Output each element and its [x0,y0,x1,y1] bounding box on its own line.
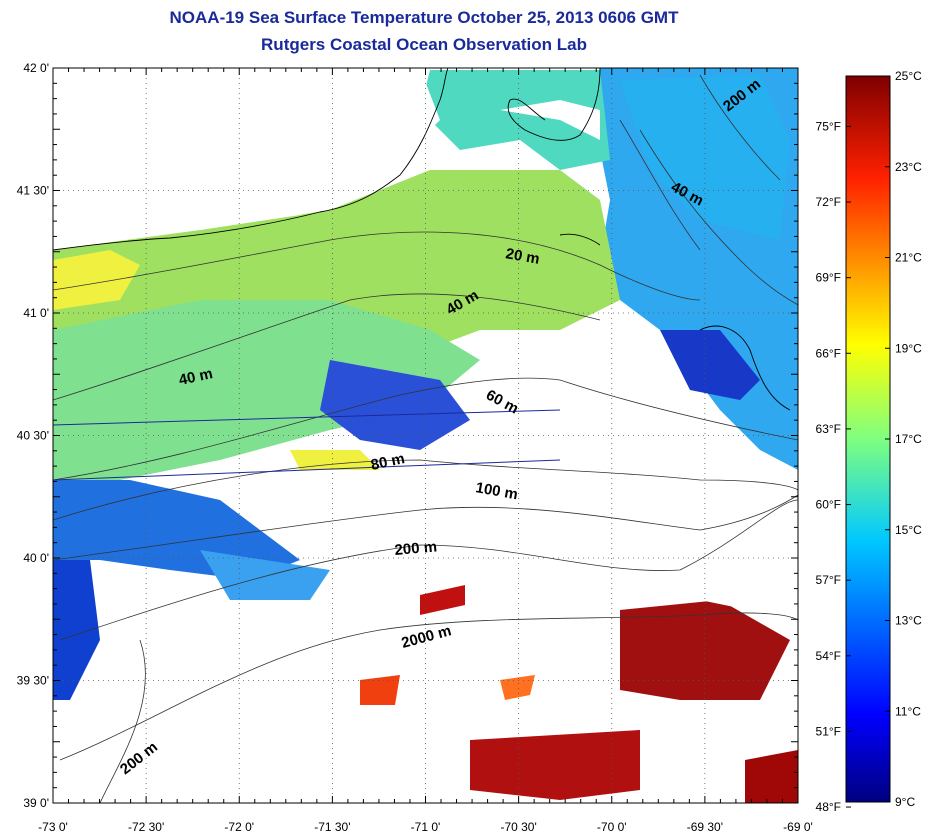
frame-ticks [52,67,799,804]
latitude-label: 41 0' [23,306,49,320]
map-grid [53,68,798,803]
sst-data-layer: 200 m 40 m 20 m 40 m 40 m 60 m 80 m 100 … [53,68,798,803]
colorbar-fahrenheit-label: 75°F [816,119,841,133]
latitude-label: 41 30' [17,184,49,198]
longitude-label: -73 0' [38,820,68,834]
longitude-label: -71 0' [411,820,441,834]
colorbar-celsius-label: 13°C [895,614,922,628]
colorbar-fahrenheit-label: 54°F [816,649,841,663]
longitude-label: -71 30' [314,820,350,834]
latitude-label: 42 0' [23,61,49,75]
colorbar-celsius-label: 21°C [895,251,922,265]
longitude-label: -72 30' [128,820,164,834]
colorbar-celsius-label: 11°C [895,704,921,718]
colorbar-fahrenheit-label: 51°F [816,724,841,738]
colorbar-fahrenheit-label: 48°F [816,800,841,814]
contour-label-200m: 200 m [394,538,438,559]
colorbar-celsius-label: 17°C [895,432,922,446]
longitude-label: -70 30' [500,820,536,834]
latitude-label: 39 30' [17,674,49,688]
map-subtitle: Rutgers Coastal Ocean Observation Lab [261,35,587,54]
contour-label-80m: 80 m [369,450,406,474]
contour-label-40m: 40 m [177,365,214,389]
colorbar-celsius-labels: 25°C 23°C 21°C 19°C 17°C 15°C 13°C 11°C 9°C [895,69,922,809]
colorbar-fahrenheit-labels: 75°F 72°F 69°F 66°F 63°F 60°F 57°F 54°F 51°F 48°F [816,119,841,814]
colorbar-fahrenheit-label: 72°F [816,195,841,209]
latitude-label: 40 0' [23,551,49,565]
colorbar-celsius-label: 23°C [895,160,922,174]
colorbar-ticks [846,75,890,808]
latitude-label: 39 0' [23,796,49,810]
colorbar [845,75,891,803]
longitude-label: -72 0' [224,820,254,834]
colorbar-fahrenheit-label: 63°F [816,422,841,436]
colorbar-fahrenheit-label: 60°F [816,498,841,512]
longitude-label: -69 30' [687,820,723,834]
colorbar-fahrenheit-label: 66°F [816,346,841,360]
colorbar-celsius-label: 19°C [895,341,922,355]
contour-label-20m: 20 m [504,245,541,268]
colorbar-fahrenheit-label: 69°F [816,271,841,285]
colorbar-celsius-label: 25°C [895,69,922,83]
colorbar-celsius-label: 9°C [895,795,915,809]
colorbar-celsius-label: 15°C [895,523,922,537]
colorbar-fahrenheit-label: 57°F [816,573,841,587]
map-title: NOAA-19 Sea Surface Temperature October … [169,8,679,27]
longitude-labels: -73 0' -72 30' -72 0' -71 30' -71 0' -70 30' -… [38,820,813,834]
longitude-label: -70 0' [597,820,627,834]
latitude-label: 40 30' [17,429,49,443]
latitude-labels: 42 0' 41 30' 41 0' 40 30' 40 0' 39 30' 39 0' [17,61,49,810]
longitude-label: -69 0' [783,820,813,834]
